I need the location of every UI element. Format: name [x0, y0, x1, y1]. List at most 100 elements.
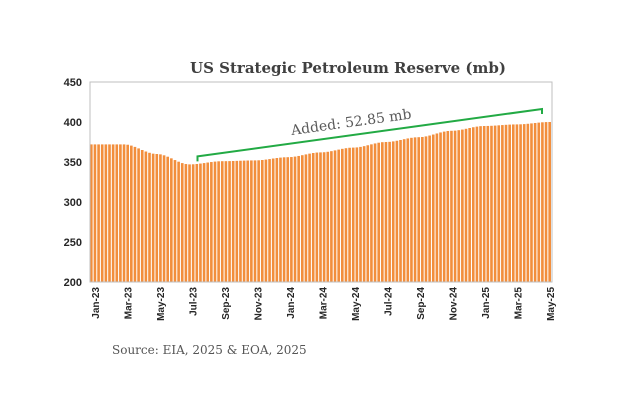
bar [180, 163, 184, 282]
bar [304, 154, 308, 282]
bar [162, 155, 166, 282]
bar [271, 158, 275, 282]
plot-frame [89, 81, 553, 283]
bar [341, 148, 344, 282]
bar [144, 151, 148, 282]
x-tick-label: Jul-23 [189, 287, 200, 316]
bar [471, 127, 475, 283]
x-tick-label: Jan-24 [286, 287, 297, 319]
bar [119, 144, 122, 282]
x-tick-label: Jan-23 [91, 287, 102, 319]
bar [282, 157, 286, 282]
bar [293, 156, 297, 282]
bar [170, 158, 173, 282]
bar [137, 148, 140, 282]
bar [421, 136, 424, 282]
bar [424, 136, 428, 282]
bar [391, 141, 395, 282]
bar [446, 131, 450, 282]
bar [428, 135, 431, 282]
bar [202, 163, 206, 282]
bar [461, 129, 464, 282]
bar [362, 146, 366, 282]
bar [166, 156, 170, 282]
bar [508, 124, 511, 282]
bar [122, 144, 126, 282]
bar [93, 144, 97, 282]
bar [486, 125, 490, 282]
bar [439, 132, 442, 282]
bar [530, 123, 533, 283]
bar [268, 159, 271, 282]
bar [468, 128, 471, 282]
bar [250, 160, 253, 282]
bar [442, 131, 446, 282]
bar [260, 160, 264, 282]
bar [384, 142, 388, 282]
bar [504, 124, 508, 282]
bar [264, 159, 268, 282]
bar [195, 164, 199, 282]
bar [290, 157, 293, 282]
bar [308, 153, 311, 282]
bar [213, 161, 217, 282]
bar [453, 130, 457, 282]
bar [533, 123, 537, 282]
y-tick-label: 350 [64, 157, 82, 169]
bar [217, 161, 220, 282]
bar [464, 128, 468, 282]
bar [522, 124, 526, 282]
bar [151, 153, 155, 282]
bar [246, 160, 250, 282]
bar [297, 155, 300, 282]
bar [279, 157, 282, 282]
bar [159, 154, 162, 282]
bar [457, 130, 461, 282]
bar [315, 152, 319, 282]
bar [431, 134, 435, 282]
bar [537, 122, 541, 283]
x-tick-label: Mar-25 [514, 287, 525, 320]
bar [177, 161, 180, 282]
bar [133, 146, 137, 282]
bar [497, 125, 501, 282]
bar [348, 147, 351, 282]
bar [326, 151, 330, 282]
bars-group [90, 122, 551, 283]
bar [333, 150, 337, 282]
bar [224, 161, 228, 282]
bar [155, 154, 159, 282]
bar [370, 144, 373, 282]
bar [228, 161, 231, 282]
x-tick-label: May-23 [156, 287, 167, 321]
x-tick-label: Jan-25 [481, 287, 492, 319]
bar [242, 160, 246, 282]
bar [300, 155, 304, 282]
bar [490, 125, 493, 282]
bar [253, 160, 257, 282]
bar [501, 125, 504, 282]
bar [373, 143, 377, 282]
bar [482, 126, 486, 282]
bar [351, 147, 355, 282]
annotation-bracket-line [196, 107, 543, 162]
x-tick-label: Mar-23 [124, 287, 135, 320]
bar [173, 160, 177, 282]
bar [526, 123, 530, 282]
bar [111, 144, 115, 282]
bar [337, 149, 340, 282]
bar [130, 145, 133, 282]
bar [191, 164, 195, 282]
bar [115, 144, 119, 282]
bar [381, 142, 384, 282]
bar [275, 158, 279, 282]
bar [319, 152, 322, 282]
bar [541, 122, 544, 282]
bar [140, 150, 144, 282]
bar [399, 140, 402, 282]
annotation-label: Added: 52.85 mb [289, 107, 412, 140]
x-tick-label: Mar-24 [319, 287, 330, 320]
bar [435, 133, 439, 282]
bar [322, 152, 326, 282]
